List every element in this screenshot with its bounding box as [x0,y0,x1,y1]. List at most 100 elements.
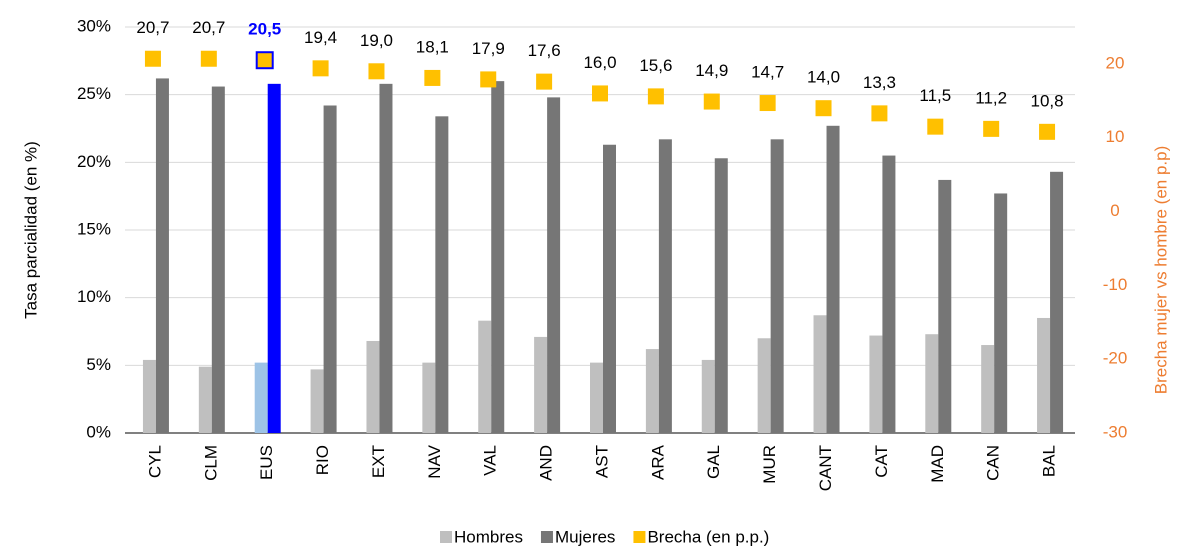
bar [813,315,827,433]
x-tick-label: CYL [145,445,164,478]
bar [422,362,436,433]
y2-tick-label: -10 [1103,275,1128,294]
legend-label: Mujeres [555,527,615,546]
bar [323,105,337,433]
legend-swatch [633,531,646,543]
x-tick-label: CLM [201,445,220,481]
y2-axis-title: Brecha mujer vs hombre (en p.p) [1151,146,1170,395]
x-tick-label: CANT [816,445,835,491]
bar [994,193,1008,433]
gap-marker [983,120,1000,137]
data-label: 20,7 [192,18,225,37]
bar [547,97,561,433]
bar [267,83,281,433]
gap-marker [815,100,832,117]
bar [603,144,616,434]
gap-marker [480,71,497,88]
bar [770,139,784,433]
y2-tick-label: -30 [1103,422,1128,441]
bar [757,338,771,433]
x-tick-label: VAL [481,445,500,476]
gap-marker [703,93,720,110]
y2-tick-label: 10 [1106,127,1125,146]
data-label: 11,5 [919,86,951,105]
legend-swatch [440,531,452,543]
data-label: 20,7 [136,18,169,37]
x-tick-label: MUR [760,445,779,484]
bar [882,155,896,434]
bar [534,336,548,433]
y-tick-label: 25% [77,84,111,103]
data-label: 11,2 [975,88,1007,107]
bar [155,78,169,433]
bar [366,340,380,433]
x-tick-label: NAV [425,444,444,478]
y-tick-label: 30% [77,16,111,35]
x-tick-label: GAL [704,445,723,479]
bar [826,125,840,433]
data-label: 19,0 [360,31,393,50]
bar [869,335,883,433]
y-tick-label: 0% [86,422,111,441]
gap-marker [312,60,329,77]
bar [714,158,728,434]
x-tick-label: EXT [369,445,388,478]
bar [142,359,156,433]
data-label: 15,6 [639,56,672,75]
x-tick-label: AND [537,445,556,481]
y-tick-label: 10% [77,287,111,306]
gap-marker [592,85,608,102]
legend-label: Hombres [454,527,523,546]
bar [211,86,225,434]
data-label: 18,1 [416,37,449,56]
legend-label: Brecha (en p.p.) [647,527,769,546]
gap-marker [368,63,385,80]
gap-marker [200,50,217,67]
bar [938,179,952,433]
x-tick-label: CAN [984,445,1003,481]
y2-tick-label: 0 [1110,201,1119,220]
bar [310,369,324,433]
y-tick-label: 15% [77,219,111,238]
data-label: 19,4 [304,28,337,47]
bar [198,366,212,433]
gap-marker [144,50,161,67]
data-label: 16,0 [583,53,616,72]
bar [925,334,939,433]
x-tick-label: AST [592,445,611,478]
gap-marker [1039,123,1056,140]
data-label: 14,7 [751,63,784,82]
bar [435,116,449,433]
bar [590,362,603,433]
bar [478,320,492,433]
bar [645,349,659,433]
gap-marker [424,69,441,86]
data-label: 17,9 [472,39,505,58]
gap-marker [871,105,888,122]
legend-swatch [540,531,553,543]
x-tick-label: ARA [648,444,667,480]
bar [1050,171,1064,433]
gap-marker [759,95,776,112]
bar [658,139,672,433]
data-label: 20,5 [248,20,281,39]
x-tick-label: CAT [872,445,891,478]
data-label: 10,8 [1031,91,1064,110]
gap-marker [255,51,274,70]
x-tick-label: MAD [928,445,947,483]
y-axis-title: Tasa parcialidad (en %) [21,141,40,319]
bar [379,83,393,433]
bar [981,345,995,433]
x-tick-label: RIO [313,445,332,475]
data-label: 17,6 [528,41,561,60]
bar [701,359,715,433]
bar [1037,317,1051,433]
bar [254,362,268,433]
gap-marker [647,88,664,105]
gap-marker [536,73,553,90]
y2-tick-label: 20 [1106,53,1125,72]
data-label: 14,9 [695,61,728,80]
data-label: 13,3 [863,73,896,92]
gap-marker [927,118,944,135]
data-label: 14,0 [807,68,840,87]
